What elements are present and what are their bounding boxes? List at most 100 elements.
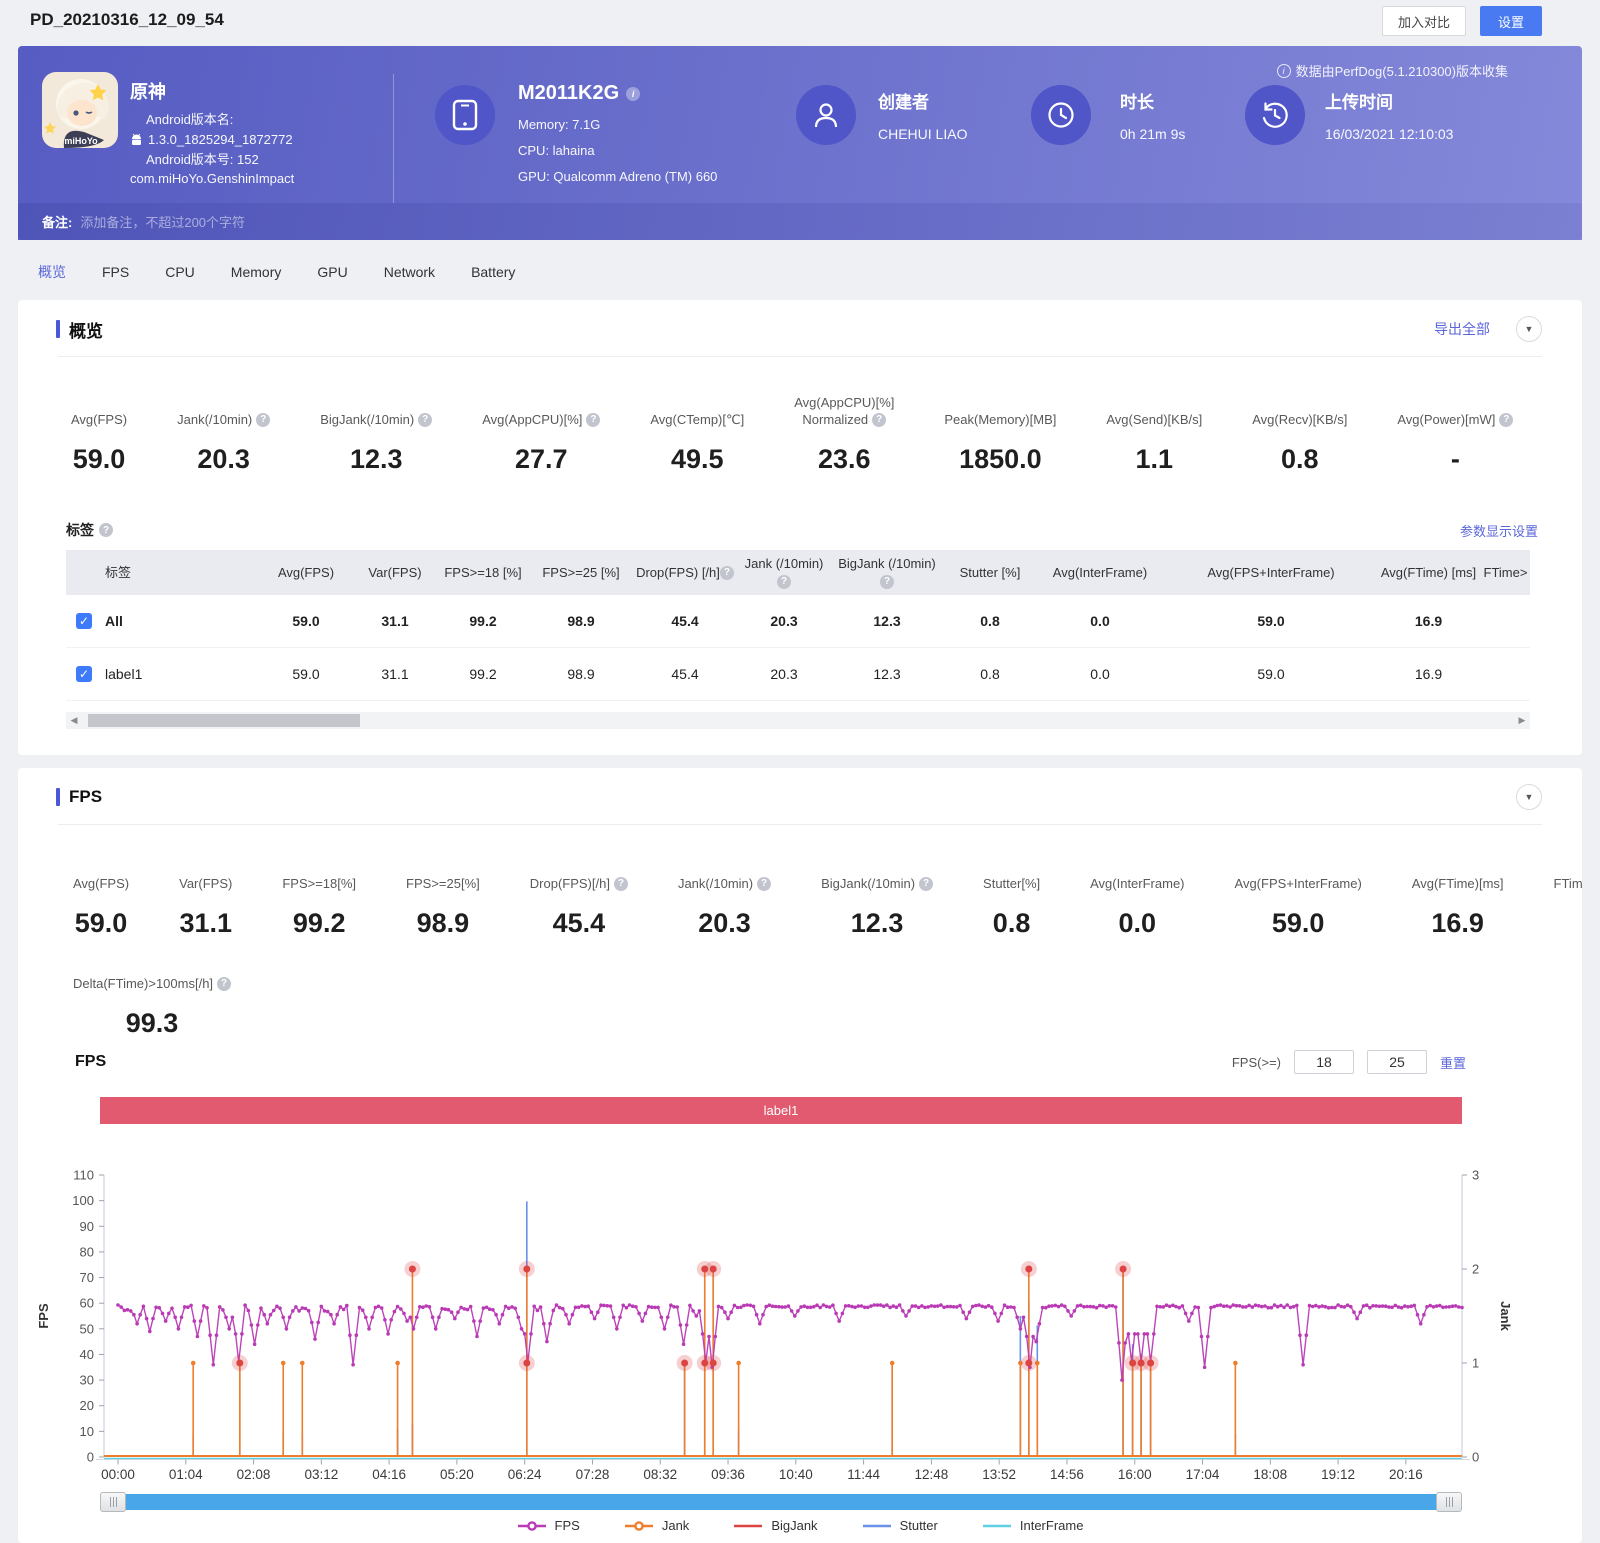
legend-item-jank[interactable]: Jank — [624, 1518, 689, 1533]
stat-label-line: FTime>=100ms[%] — [1554, 875, 1582, 892]
stat-label: BigJank(/10min)? — [320, 386, 433, 428]
legend-item-fps[interactable]: FPS — [517, 1518, 580, 1533]
stat-label-text: Avg(AppCPU)[%] — [794, 395, 895, 410]
row-checkbox[interactable]: ✓ — [76, 613, 92, 629]
history-clock-icon — [1262, 102, 1288, 128]
time-range-slider[interactable] — [100, 1492, 1462, 1512]
svg-text:20:16: 20:16 — [1389, 1467, 1423, 1482]
stat-value: 23.6 — [818, 444, 871, 474]
help-icon[interactable]: ? — [719, 566, 734, 581]
duration-value: 0h 21m 9s — [1120, 126, 1186, 142]
help-icon[interactable]: ? — [1499, 412, 1514, 427]
collapse-overview-button[interactable]: ▼ — [1516, 316, 1542, 342]
svg-text:00:00: 00:00 — [101, 1467, 135, 1482]
fps-jank-chart: 0 10 20 30 40 50 60 70 80 90 100 110 0 1 2 3 00:00 01:04 0… — [36, 1168, 1513, 1483]
svg-text:08:32: 08:32 — [643, 1467, 677, 1482]
fps-threshold-input-2[interactable] — [1366, 1050, 1427, 1074]
device-info-icon[interactable]: i — [626, 86, 641, 101]
stat-label: FPS>=25[%] — [406, 850, 480, 892]
column-header: Var(FPS) — [356, 559, 434, 587]
row-value-cell: 20.3 — [770, 666, 798, 682]
help-icon[interactable]: ? — [613, 876, 628, 891]
row-label: All — [105, 613, 123, 629]
tab-battery[interactable]: Battery — [471, 264, 516, 280]
settings-button[interactable]: 设置 — [1479, 6, 1542, 36]
stat-label-text: Avg(InterFrame) — [1090, 876, 1185, 891]
row-label-cell: ✓ label1 — [66, 666, 256, 682]
stat-label-line: Avg(Power)[mW]? — [1397, 411, 1514, 428]
stat-label: FTime>=100ms[%] — [1554, 850, 1582, 892]
stat-item-1: Var(FPS) 31.1 — [154, 850, 257, 939]
svg-text:13:52: 13:52 — [982, 1467, 1016, 1482]
stat-label-line: Avg(AppCPU)[%]? — [482, 411, 601, 428]
slider-right-handle[interactable] — [1436, 1492, 1462, 1512]
param-display-settings-link[interactable]: 参数显示设置 — [1459, 523, 1538, 539]
column-header: Jank (/10min)? — [740, 550, 828, 595]
tab-gpu[interactable]: GPU — [317, 264, 348, 280]
svg-text:19:12: 19:12 — [1321, 1467, 1355, 1482]
row-value-cell: 16.9 — [1414, 613, 1443, 629]
stat-label: Avg(Power)[mW]? — [1397, 386, 1514, 428]
stat-label: Avg(FPS) — [73, 850, 129, 892]
help-icon[interactable]: ? — [757, 876, 772, 891]
fps-threshold-input-1[interactable] — [1293, 1050, 1354, 1074]
svg-text:3: 3 — [1472, 1168, 1479, 1183]
stat-item-7: Avg(Send)[KB/s] 1.1 — [1081, 386, 1227, 475]
stat-label-text: FPS>=18[%] — [282, 876, 357, 891]
stat-value: 59.0 — [1271, 908, 1325, 938]
row-checkbox[interactable]: ✓ — [76, 666, 92, 682]
svg-text:110: 110 — [73, 1168, 94, 1183]
divider — [58, 356, 1542, 357]
stat-label: BigJank(/10min)? — [821, 850, 934, 892]
add-to-compare-button[interactable]: 加入对比 — [1381, 6, 1466, 36]
help-icon[interactable]: ? — [418, 412, 433, 427]
svg-text:11:44: 11:44 — [847, 1467, 880, 1482]
stat-label-line-2: Normalized? — [802, 411, 887, 428]
legend-item-bigjank[interactable]: BigJank — [733, 1518, 818, 1533]
help-icon[interactable]: ? — [586, 412, 601, 427]
stat-label-line: Peak(Memory)[MB] — [944, 411, 1056, 428]
scrollbar-thumb[interactable] — [88, 714, 360, 727]
tab-概览[interactable]: 概览 — [38, 264, 66, 280]
svg-text:50: 50 — [80, 1321, 94, 1336]
help-line: ? — [830, 572, 944, 589]
help-icon[interactable]: ? — [919, 876, 934, 891]
legend-item-interframe[interactable]: InterFrame — [982, 1518, 1083, 1533]
svg-text:10:40: 10:40 — [779, 1467, 813, 1482]
collapse-fps-button[interactable]: ▼ — [1516, 784, 1542, 810]
device-gpu: GPU: Qualcomm Adreno (TM) 660 — [518, 169, 718, 184]
column-header-text: Avg(FTime) [ms] — [1380, 564, 1477, 580]
help-icon[interactable]: ? — [99, 523, 113, 537]
legend-item-stutter[interactable]: Stutter — [862, 1518, 938, 1533]
tab-cpu[interactable]: CPU — [165, 264, 195, 280]
slider-track[interactable] — [110, 1494, 1452, 1510]
tab-memory[interactable]: Memory — [230, 264, 282, 280]
scroll-right-arrow-icon[interactable]: ▶ — [1518, 715, 1526, 725]
stat-label-text: Peak(Memory)[MB] — [944, 412, 1057, 427]
remark-bar[interactable]: 备注: 添加备注，不超过200个字符 — [18, 203, 1582, 240]
help-icon[interactable]: ? — [256, 412, 271, 427]
scroll-left-arrow-icon[interactable]: ◀ — [70, 715, 78, 725]
reset-link[interactable]: 重置 — [1439, 1055, 1466, 1071]
table-horizontal-scrollbar[interactable]: ◀ ▶ — [66, 712, 1530, 729]
tab-network[interactable]: Network — [383, 264, 436, 280]
stutter-legend-marker-icon — [862, 1524, 891, 1527]
stat-item-8: Avg(InterFrame) 0.0 — [1065, 850, 1209, 939]
help-icon[interactable]: ? — [777, 575, 791, 589]
slider-left-handle[interactable] — [100, 1492, 126, 1512]
export-all-link[interactable]: 导出全部 — [1434, 321, 1490, 337]
column-header-text: Drop(FPS) [/h] — [636, 564, 720, 580]
tab-fps[interactable]: FPS — [102, 264, 130, 280]
help-icon[interactable]: ? — [872, 412, 887, 427]
overview-stats-row: Avg(FPS) 59.0 Jank(/10min)? 20.3 BigJank(/10… — [46, 386, 1562, 475]
stat-label-text: Jank(/10min) — [177, 412, 253, 427]
column-header: Drop(FPS) [/h]? — [630, 559, 740, 587]
upload-time-label: 上传时间 — [1325, 93, 1393, 112]
stat-label: Avg(Recv)[KB/s] — [1252, 386, 1347, 428]
help-icon[interactable]: ? — [880, 575, 894, 589]
help-icon[interactable]: ? — [217, 976, 232, 991]
stat-item-4: Drop(FPS)[/h]? 45.4 — [505, 850, 653, 939]
row-value-cell: 45.4 — [671, 613, 699, 629]
stat-label-line: BigJank(/10min)? — [320, 411, 433, 428]
interframe-legend-marker-icon — [982, 1524, 1011, 1527]
